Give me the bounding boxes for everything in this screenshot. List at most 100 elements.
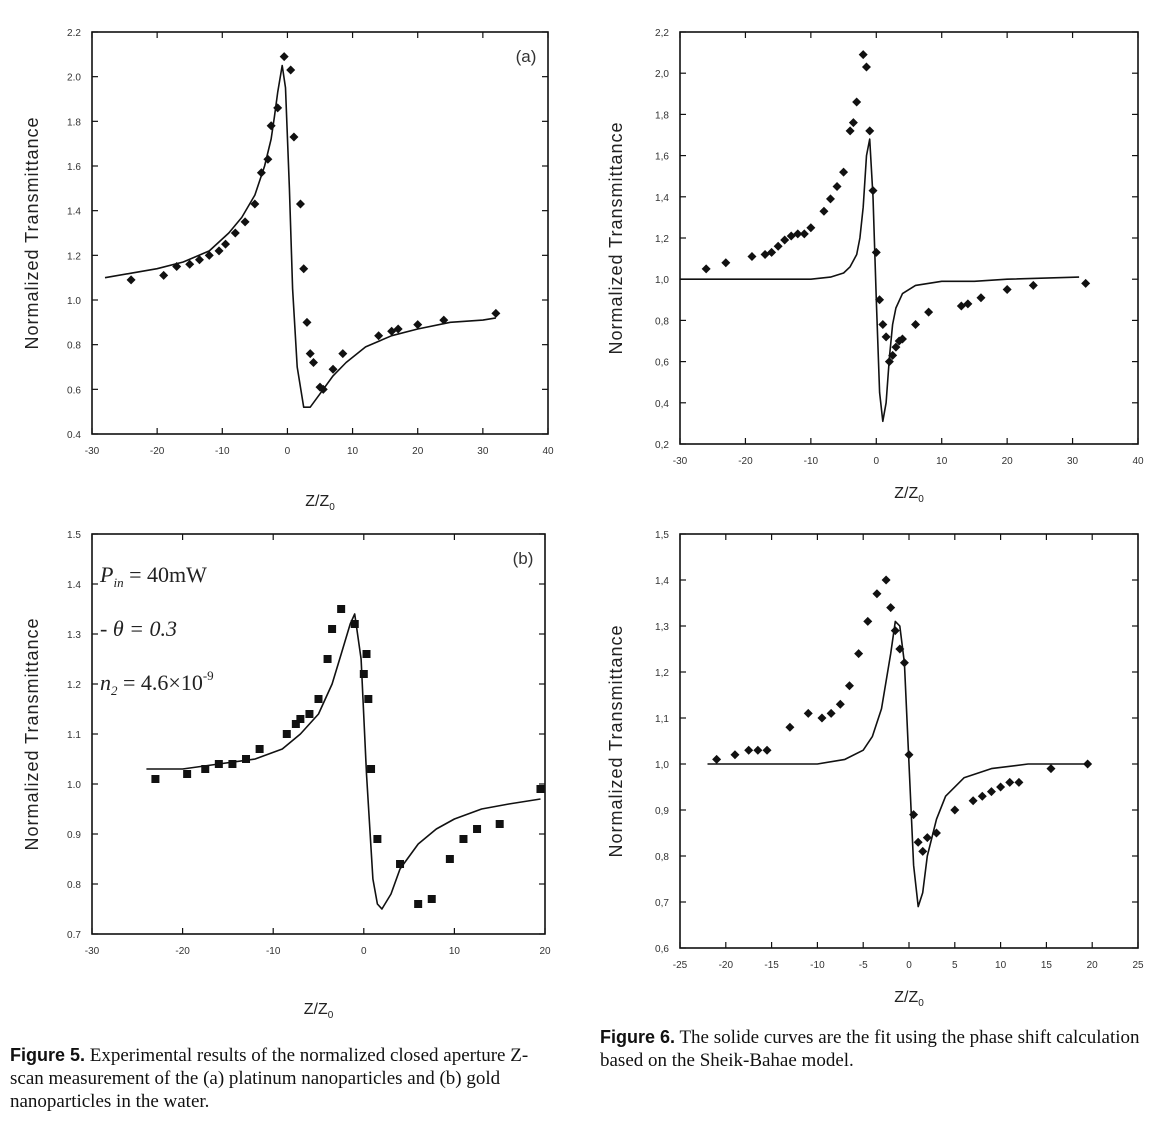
data-point [747, 252, 757, 262]
data-point [872, 589, 882, 599]
y-tick-label: 1,0 [655, 760, 669, 771]
y-tick-label: 1,5 [655, 530, 669, 541]
figure-6-text: The solide curves are the fit using the … [600, 1027, 1140, 1071]
data-point [817, 713, 827, 723]
y-tick-label: 1,2 [655, 668, 669, 679]
data-point [328, 625, 337, 633]
data-point [194, 255, 204, 265]
data-point [126, 275, 136, 285]
data-point [721, 258, 731, 268]
data-point [427, 895, 436, 903]
data-point [865, 126, 875, 136]
figure-5-label: Figure 5. [10, 1045, 86, 1065]
data-point [950, 805, 960, 815]
data-point [364, 695, 373, 703]
data-point [374, 331, 384, 341]
x-tick-label: -20 [719, 960, 734, 971]
x-tick-label: 20 [1087, 960, 1099, 971]
chart-fig5b: -30 -20 -10 0 10 20 0.7 0.8 0.9 1.0 1.1 1.2 1.3 1.4 1.… [22, 530, 551, 1021]
data-point [314, 695, 323, 703]
data-point [854, 649, 864, 659]
y-tick-label: 1,2 [655, 234, 669, 245]
x-tick-label: -20 [150, 446, 165, 457]
plot-frame [91, 31, 549, 435]
data-point [183, 770, 192, 778]
y-tick-label: 0,6 [655, 358, 669, 369]
y-tick-label: 2.0 [67, 73, 81, 84]
data-point [495, 820, 504, 828]
x-tick-label: 20 [412, 446, 424, 457]
y-tick-label: 1,3 [655, 622, 669, 633]
data-point [881, 575, 891, 585]
y-tick-label: 1.4 [67, 207, 81, 218]
x-tick-label: 10 [347, 446, 359, 457]
data-point [228, 760, 237, 768]
data-point [819, 206, 829, 216]
y-tick-label: 1.4 [67, 580, 81, 591]
x-tick-label: 10 [449, 946, 461, 957]
annotation-text: - θ = 0.3 [100, 616, 177, 641]
y-tick-label: 1.2 [67, 680, 81, 691]
y-tick-label: 2.2 [67, 28, 81, 39]
fit-curve [680, 138, 1080, 423]
data-point [338, 349, 348, 359]
y-tick-label: 0,2 [655, 440, 669, 451]
data-point [414, 900, 423, 908]
plot-frame [91, 533, 546, 935]
data-point [305, 349, 315, 359]
data-point [911, 320, 921, 330]
y-tick-label: 0.8 [67, 880, 81, 891]
data-point [848, 118, 858, 128]
y-tick-label: 0.4 [67, 430, 81, 441]
data-point [996, 782, 1006, 792]
y-tick-label: 0,6 [655, 944, 669, 955]
data-point [359, 670, 368, 678]
data-point [536, 785, 545, 793]
x-tick-label: -10 [810, 960, 825, 971]
data-point [289, 132, 299, 142]
y-tick-label: 0.6 [67, 385, 81, 396]
x-tick-label: 40 [1132, 456, 1144, 467]
y-tick-label: 0.7 [67, 930, 81, 941]
data-point [881, 332, 891, 342]
data-point [439, 315, 449, 325]
x-tick-label: 20 [539, 946, 551, 957]
panel-label: (a) [516, 47, 537, 66]
y-tick-label: 1.1 [67, 730, 81, 741]
figure-5-text: Experimental results of the normalized c… [10, 1045, 529, 1112]
data-point [799, 229, 809, 239]
x-tick-label: -30 [673, 456, 688, 467]
y-tick-label: 1.8 [67, 117, 81, 128]
data-point [806, 223, 816, 233]
data-point [701, 264, 711, 274]
fit-curve [104, 64, 497, 408]
x-tick-label: -10 [804, 456, 819, 467]
data-point [875, 295, 885, 305]
data-point [852, 97, 862, 107]
figure-5-caption: Figure 5. Experimental results of the no… [10, 1044, 530, 1113]
x-axis-label: Z/Z0 [304, 1001, 334, 1021]
data-point [1002, 285, 1012, 294]
data-point [891, 342, 901, 352]
data-point [328, 364, 338, 374]
fit-curve [146, 613, 541, 910]
fit-curve [707, 620, 1088, 908]
data-point [367, 765, 376, 773]
x-tick-label: 15 [1041, 960, 1053, 971]
plot-frame [679, 533, 1139, 949]
data-point [832, 182, 842, 191]
data-point [793, 229, 803, 239]
y-tick-label: 2,2 [655, 28, 669, 39]
x-tick-label: 5 [952, 960, 958, 971]
y-axis-label: Normalized Transmittance [22, 116, 42, 349]
data-point [826, 708, 836, 718]
y-tick-label: 1,1 [655, 714, 669, 725]
figure-6-caption: Figure 6. The solide curves are the fit … [600, 1026, 1145, 1072]
data-point [221, 239, 231, 249]
y-tick-label: 1.0 [67, 780, 81, 791]
data-point [963, 299, 973, 309]
y-tick-label: 0,7 [655, 898, 669, 909]
data-point [986, 787, 996, 797]
data-point [159, 270, 169, 280]
x-axis-label: Z/Z0 [894, 485, 924, 505]
